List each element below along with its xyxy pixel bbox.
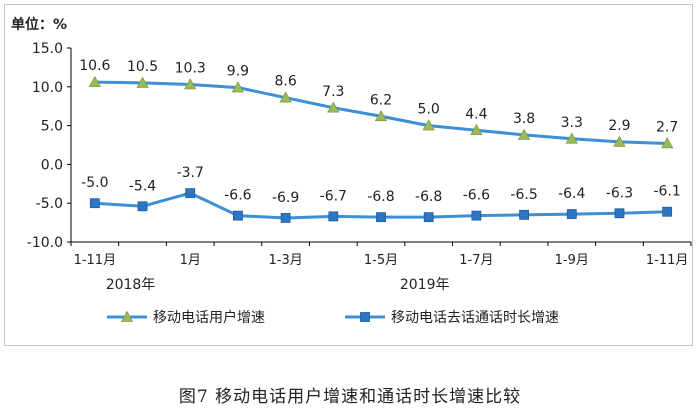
data-label: -6.1 <box>653 184 680 200</box>
data-label: -6.5 <box>510 187 537 203</box>
data-point-growth-calls <box>89 198 100 209</box>
data-point-growth-calls <box>280 213 291 223</box>
data-point-growth-calls <box>519 209 529 220</box>
year-label-2018: 2018年 <box>106 277 156 293</box>
data-point-growth-calls <box>137 201 148 212</box>
data-point-growth-users <box>517 128 531 140</box>
data-point-growth-calls <box>662 206 673 217</box>
data-label: 2.7 <box>656 119 678 135</box>
y-tick-label: -10.0 <box>27 235 63 251</box>
line-chart: 单位：% 15.0 10.0 5.0 0.0 -5.0 -10.0 1-11月 1月 1-3月 1-… <box>11 16 692 326</box>
data-label: 8.6 <box>274 74 296 90</box>
data-point-growth-calls <box>423 212 434 223</box>
y-tick-label: 15.0 <box>32 41 63 57</box>
data-point-growth-users <box>613 135 626 147</box>
data-label: -6.6 <box>224 188 251 204</box>
data-point-growth-users <box>422 119 435 131</box>
legend-marker-1 <box>120 310 134 322</box>
y-tick-label: 10.0 <box>32 80 63 96</box>
data-label: -6.8 <box>415 189 442 205</box>
data-point-growth-users <box>136 76 149 88</box>
data-label: 3.8 <box>513 111 535 127</box>
figure-caption: 图7 移动电话用户增速和通话时长增速比较 <box>178 387 522 407</box>
data-label: 3.3 <box>561 115 583 131</box>
data-label: -6.8 <box>367 189 394 205</box>
data-point-growth-users <box>470 123 483 136</box>
data-point-growth-users <box>660 137 674 149</box>
legend-entry-1: 移动电话用户增速 <box>153 309 265 326</box>
x-tick-label: 1-5月 <box>364 253 398 268</box>
data-label: 7.3 <box>322 84 344 100</box>
data-label: 6.2 <box>370 92 392 108</box>
x-tick-label: 1-9月 <box>555 253 589 268</box>
data-label: -6.9 <box>272 190 299 206</box>
y-tick-label: -5.0 <box>36 196 63 212</box>
data-point-growth-users <box>327 101 340 113</box>
data-label: -5.4 <box>129 178 156 194</box>
x-tick-label: 1-11月 <box>646 253 689 268</box>
data-point-growth-calls <box>185 188 196 199</box>
y-tick-label: 0.0 <box>41 157 63 173</box>
data-label: -6.4 <box>558 186 585 202</box>
data-label: -5.0 <box>81 175 108 191</box>
data-point-growth-users <box>88 75 102 87</box>
data-point-growth-users <box>565 132 578 144</box>
data-label: -6.3 <box>606 185 633 201</box>
data-label: 2.9 <box>608 118 630 134</box>
data-point-growth-users <box>184 78 197 90</box>
data-point-growth-calls <box>233 210 243 221</box>
data-point-growth-calls <box>614 208 625 219</box>
data-point-growth-users <box>279 91 292 103</box>
x-tick-label: 1月 <box>180 253 201 268</box>
data-point-growth-users <box>231 81 245 93</box>
data-label: 5.0 <box>418 102 440 118</box>
legend-entry-2: 移动电话去话通话时长增速 <box>391 310 559 326</box>
data-label: -6.7 <box>320 188 347 204</box>
year-label-2019: 2019年 <box>400 277 450 293</box>
x-tick-label: 1-7月 <box>459 253 493 268</box>
data-point-growth-calls <box>471 210 482 221</box>
data-label: 10.5 <box>127 59 158 75</box>
data-label: 10.3 <box>175 60 206 76</box>
x-tick-label: 1-11月 <box>74 253 117 268</box>
data-label: 9.9 <box>227 64 249 80</box>
unit-label: 单位：% <box>11 16 67 33</box>
data-label: 10.6 <box>79 58 110 74</box>
x-tick-label: 1-3月 <box>268 253 302 268</box>
data-point-growth-calls <box>566 209 577 219</box>
data-label: -6.6 <box>463 188 490 204</box>
data-point-growth-calls <box>328 211 339 222</box>
data-point-growth-calls <box>376 212 386 223</box>
legend-marker-2 <box>360 312 370 322</box>
y-tick-label: 5.0 <box>41 119 63 135</box>
data-point-growth-users <box>374 109 388 122</box>
chart-frame: 单位：% 15.0 10.0 5.0 0.0 -5.0 -10.0 1-11月 1月 1-3月 1-… <box>4 4 693 346</box>
data-label: 4.4 <box>465 106 487 122</box>
data-label: -3.7 <box>177 165 204 181</box>
